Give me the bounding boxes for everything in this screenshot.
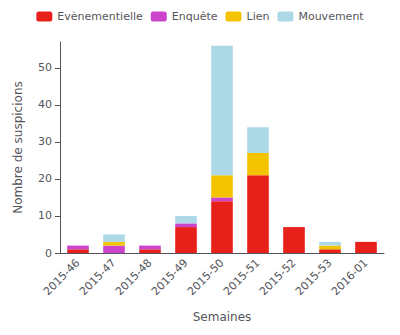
svg-text:2015-47: 2015-47 [77,256,119,298]
svg-text:40: 40 [38,98,52,111]
svg-text:2015-50: 2015-50 [185,256,227,298]
svg-text:2015-49: 2015-49 [149,256,191,298]
svg-text:Nombre de suspicions: Nombre de suspicions [11,81,25,214]
svg-text:30: 30 [38,135,52,148]
svg-text:2015-52: 2015-52 [257,256,299,298]
svg-text:2016-01: 2016-01 [329,256,371,298]
svg-text:Lien: Lien [247,10,270,23]
svg-text:0: 0 [45,247,52,260]
svg-text:2015-51: 2015-51 [221,256,263,298]
svg-text:Mouvement: Mouvement [298,10,364,23]
svg-text:Enquête: Enquête [172,10,218,23]
svg-text:50: 50 [38,61,52,74]
svg-text:2015-53: 2015-53 [293,256,335,298]
svg-text:Evènementielle: Evènementielle [57,10,143,23]
svg-text:2015-48: 2015-48 [113,256,155,298]
svg-text:20: 20 [38,172,52,185]
svg-text:10: 10 [38,209,52,222]
svg-text:Semaines: Semaines [193,310,252,324]
svg-text:2015-46: 2015-46 [41,256,83,298]
